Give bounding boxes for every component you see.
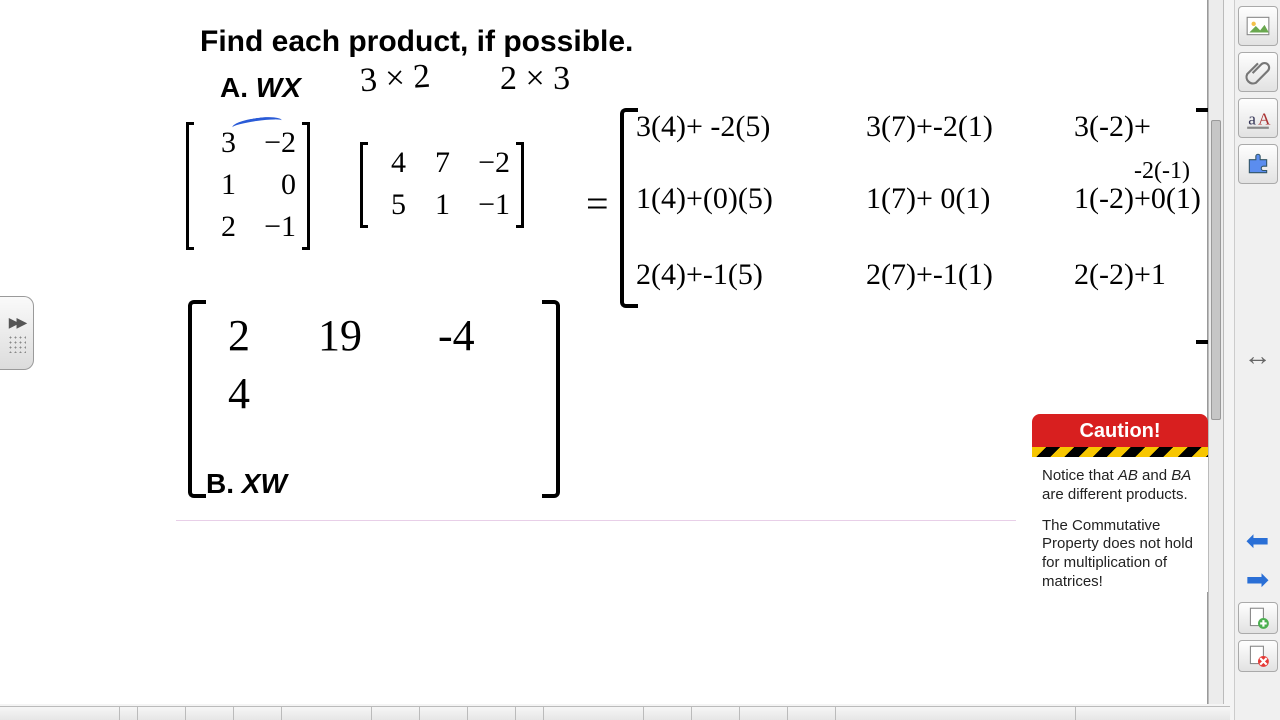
delete-page-button[interactable] xyxy=(1238,640,1278,672)
hand-dim-1: 3 × 2 xyxy=(359,58,432,101)
svg-text:A: A xyxy=(1258,110,1271,129)
part-b-expr: XW xyxy=(242,468,287,499)
caution-stripe xyxy=(1032,447,1208,457)
caution-p1: Notice that AB and BA are different prod… xyxy=(1042,467,1202,505)
scrollbar-thumb[interactable] xyxy=(1211,120,1221,420)
part-a-expr: WX xyxy=(256,72,301,103)
caution-box: Caution! Notice that AB and BA are diffe… xyxy=(1032,414,1208,604)
next-page-button[interactable]: ➡ xyxy=(1235,563,1280,596)
right-toolbar: aA ↔ ⬅ ➡ xyxy=(1234,0,1280,720)
page-canvas: Find each product, if possible. A. WX 3 … xyxy=(0,0,1208,704)
caution-p1b: AB xyxy=(1118,467,1138,484)
vertical-scrollbar[interactable] xyxy=(1208,0,1224,704)
hand-dim-2: 2 × 3 xyxy=(500,60,570,98)
text-style-button[interactable]: aA xyxy=(1238,98,1278,138)
caution-p1a: Notice that xyxy=(1042,467,1118,484)
faint-divider xyxy=(176,520,1016,521)
matrix-x: 4571−2−1 xyxy=(360,142,524,228)
part-b-label: B. XW xyxy=(206,468,287,500)
caution-heading: Caution! xyxy=(1032,414,1208,447)
part-b-letter: B. xyxy=(206,468,234,499)
prev-page-button[interactable]: ⬅ xyxy=(1235,524,1280,557)
resize-horizontal-button[interactable]: ↔ xyxy=(1235,340,1280,372)
bottom-toolbar xyxy=(0,706,1230,720)
caution-p1c: and xyxy=(1138,467,1171,484)
expand-icon: ▶▶ xyxy=(9,314,25,331)
left-panel-toggle[interactable]: ▶▶ xyxy=(0,296,34,370)
caution-body: Notice that AB and BA are different prod… xyxy=(1032,457,1208,592)
keypad-icon xyxy=(8,335,26,353)
result-bracket-left xyxy=(188,300,206,498)
caution-p1d: BA xyxy=(1171,467,1191,484)
caution-p2: The Commutative Property does not hold f… xyxy=(1042,517,1202,592)
result-bracket-right xyxy=(542,300,560,498)
insert-picture-button[interactable] xyxy=(1238,6,1278,46)
attach-button[interactable] xyxy=(1238,52,1278,92)
part-a-label: A. WX xyxy=(220,72,301,104)
equals-sign: = xyxy=(586,180,609,227)
add-page-button[interactable] xyxy=(1238,602,1278,634)
svg-text:a: a xyxy=(1248,110,1256,129)
matrix-w: 312−20−1 xyxy=(186,122,310,250)
prompt-title: Find each product, if possible. xyxy=(200,25,633,59)
part-a-letter: A. xyxy=(220,72,248,103)
caution-p1e: are different products. xyxy=(1042,486,1188,503)
plugin-button[interactable] xyxy=(1238,144,1278,184)
